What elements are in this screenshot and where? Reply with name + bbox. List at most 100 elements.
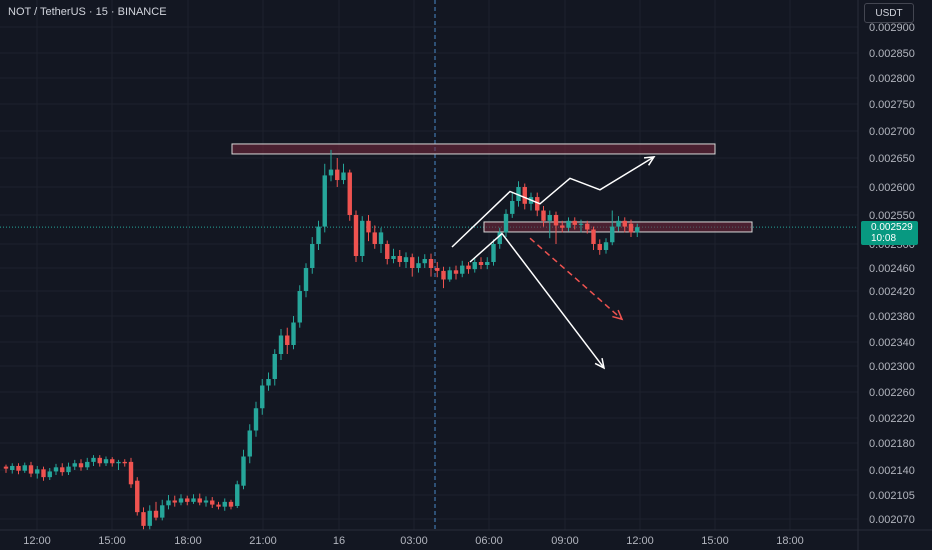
candle-body (97, 457, 102, 464)
candle-body (297, 291, 302, 323)
candle-body (610, 226, 615, 243)
currency-button[interactable]: USDT (864, 3, 914, 23)
candle-body (147, 510, 152, 526)
candle-body (472, 262, 477, 270)
candle-body (372, 232, 377, 244)
candle-body (422, 259, 427, 264)
y-tick-label: 0.002260 (869, 387, 915, 399)
arrow-head (594, 357, 606, 370)
candle-body (378, 232, 384, 244)
candle-body (522, 187, 527, 204)
candle-body (416, 263, 421, 268)
candle-body (566, 220, 571, 228)
candle-body (22, 465, 27, 471)
candle-body (491, 244, 496, 262)
candle-body (141, 512, 146, 526)
candle-body (353, 215, 359, 256)
symbol-title[interactable]: NOT / TetherUS · 15 · BINANCE (8, 6, 167, 18)
last-price: 0.002529 (871, 222, 913, 233)
resistance-zone[interactable] (231, 143, 716, 155)
candle-body (60, 467, 65, 473)
candle-body (260, 385, 265, 409)
arrow-head (612, 309, 624, 321)
candle-body (591, 229, 596, 244)
candle-body (3, 466, 9, 469)
candle-body (91, 457, 96, 462)
bearish-path-arrow[interactable] (469, 232, 605, 369)
y-tick-label: 0.002750 (869, 99, 915, 111)
y-tick-label: 0.002300 (869, 361, 915, 373)
x-tick-label: 16 (333, 535, 345, 547)
candle-body (585, 223, 590, 230)
candle-body (366, 220, 371, 233)
candle-body (166, 500, 171, 506)
x-tick-label: 18:00 (776, 535, 804, 547)
y-tick-label: 0.002180 (869, 438, 915, 450)
candle-body (10, 465, 15, 470)
candle-body (535, 197, 540, 211)
arrow-head (643, 156, 656, 166)
candle-body (272, 354, 277, 379)
candle-body (203, 500, 209, 503)
candle-body (66, 466, 71, 473)
candle-body (516, 187, 521, 201)
candle-body (466, 265, 471, 270)
last-price-badge: 0.002529 10:08 (861, 221, 918, 245)
candle-body (128, 461, 134, 485)
candle-body (403, 257, 409, 262)
x-tick-label: 12:00 (23, 535, 51, 547)
candle-body (78, 463, 84, 468)
x-tick-label: 09:00 (551, 535, 579, 547)
candle-body (547, 215, 552, 221)
candle-body (560, 225, 565, 228)
candle-body (616, 220, 621, 227)
candle-body (553, 215, 559, 226)
candle-body (291, 322, 296, 345)
candle-body (485, 262, 490, 265)
bar-countdown: 10:08 (871, 233, 897, 244)
candle-body (103, 459, 109, 464)
candle-body (335, 169, 340, 181)
y-tick-label: 0.002700 (869, 126, 915, 138)
candle-body (41, 469, 46, 478)
candle-body (53, 467, 59, 472)
candle-body (303, 268, 309, 291)
candle-body (160, 505, 165, 518)
candle-body (285, 335, 290, 345)
candle-body (341, 172, 346, 181)
candle-body (628, 223, 634, 233)
candle-body (153, 510, 159, 518)
candle-body (122, 461, 127, 464)
x-tick-label: 15:00 (98, 535, 126, 547)
bullish-path-arrow[interactable] (451, 156, 655, 248)
candle-body (603, 242, 609, 250)
candle-body (622, 220, 627, 227)
candle-body (597, 244, 602, 250)
candle-body (503, 213, 509, 233)
candle-body (222, 501, 227, 507)
candle-body (347, 172, 352, 215)
bearish-projection-arrow[interactable] (529, 237, 623, 320)
y-tick-label: 0.002460 (869, 263, 915, 275)
candle-body (572, 220, 577, 225)
candle-body (360, 220, 365, 256)
candle-body (72, 463, 77, 467)
candle-body (228, 501, 234, 507)
candle-body (135, 480, 140, 513)
candle-body (35, 469, 40, 474)
candle-body (28, 465, 34, 474)
candle-body (278, 335, 284, 354)
candle-body (322, 175, 327, 227)
y-tick-label: 0.002850 (869, 48, 915, 60)
candle-body (247, 430, 252, 457)
y-tick-label: 0.002140 (869, 465, 915, 477)
candle-body (185, 498, 190, 502)
x-tick-label: 03:00 (400, 535, 428, 547)
y-tick-label: 0.002105 (869, 490, 915, 502)
candle-body (478, 262, 484, 265)
candle-body (497, 232, 502, 244)
y-tick-label: 0.002900 (869, 22, 915, 34)
y-tick-label: 0.002380 (869, 311, 915, 323)
